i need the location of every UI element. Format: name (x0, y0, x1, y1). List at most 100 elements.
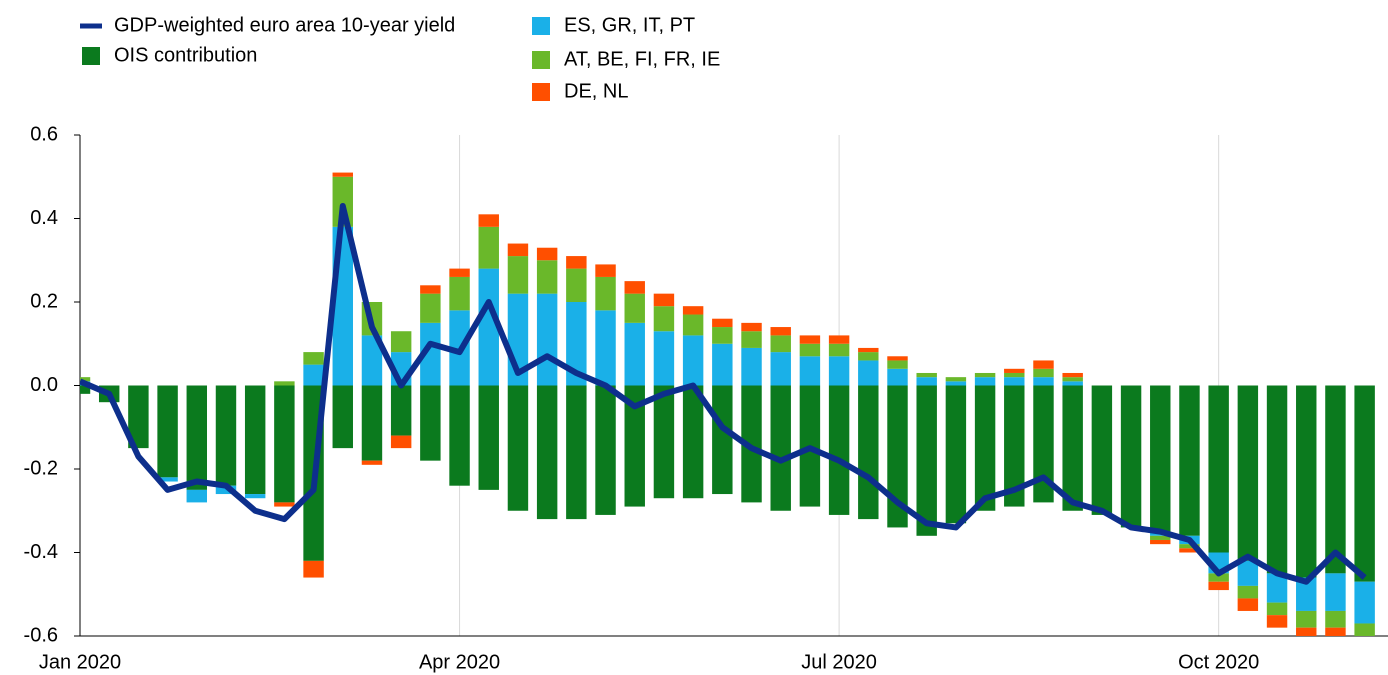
bar (215, 485, 237, 495)
bar (1325, 573, 1346, 611)
bar (80, 385, 91, 394)
x-tick-label: Oct 2020 (1178, 651, 1259, 673)
bar (1062, 377, 1083, 382)
bar (828, 356, 850, 386)
bar (303, 560, 324, 578)
bar (420, 285, 441, 294)
bar (1325, 627, 1346, 636)
bar (916, 372, 937, 378)
bar (420, 293, 441, 323)
bar (157, 477, 178, 482)
legend-label: ES, GR, IT, PT (564, 14, 695, 36)
bar (390, 331, 412, 353)
bar (974, 385, 996, 511)
bar (361, 460, 383, 465)
bar (770, 385, 791, 511)
bar (1208, 581, 1229, 591)
bar (1237, 385, 1259, 561)
bar (741, 385, 762, 503)
bar (712, 318, 733, 328)
bar (712, 327, 733, 344)
bar (799, 335, 821, 344)
bar (799, 343, 821, 357)
bar (390, 385, 412, 436)
bar (887, 360, 908, 369)
bar (741, 347, 762, 386)
bar (332, 385, 353, 449)
bar (420, 322, 441, 386)
bar (1062, 372, 1083, 378)
bar (566, 256, 587, 269)
bar (974, 377, 996, 386)
bar (1296, 577, 1317, 611)
bar (274, 502, 295, 507)
bar (507, 256, 529, 294)
bar (536, 385, 558, 520)
legend-label: AT, BE, FI, FR, IE (564, 48, 720, 70)
bar (274, 381, 295, 386)
bar (478, 268, 499, 386)
bar (507, 385, 529, 511)
bar (858, 352, 879, 361)
y-tick-label: 0.0 (30, 374, 58, 396)
bar (828, 385, 850, 515)
bar (712, 343, 733, 386)
bar (1208, 573, 1229, 582)
x-tick-label: Apr 2020 (419, 651, 500, 673)
bar (1179, 544, 1200, 549)
bar (595, 276, 616, 311)
bar (595, 310, 616, 386)
bar (566, 385, 587, 520)
bar (1150, 385, 1171, 532)
y-tick-label: -0.6 (24, 624, 58, 646)
legend-label: OIS contribution (114, 44, 257, 66)
bar (653, 331, 675, 386)
bar (770, 327, 791, 336)
line (80, 202, 1367, 585)
legend-label: DE, NL (564, 80, 628, 102)
bar (244, 385, 266, 495)
bar (536, 293, 558, 386)
bar (1296, 385, 1317, 578)
bar (1150, 539, 1171, 545)
bar (974, 372, 996, 378)
bar (157, 385, 178, 478)
y-tick-label: -0.4 (24, 541, 58, 563)
bar (1237, 560, 1259, 586)
bar (536, 260, 558, 294)
bar (332, 176, 353, 227)
bar (858, 385, 879, 520)
bar (682, 335, 704, 386)
plot (80, 172, 1375, 636)
bar (624, 385, 645, 507)
legend-swatch (82, 47, 100, 65)
bar (1266, 602, 1288, 616)
bar (858, 347, 879, 353)
x-tick-label: Jul 2020 (801, 651, 877, 673)
bar (770, 352, 791, 386)
bar (828, 343, 850, 357)
bar (449, 268, 470, 277)
bar (128, 385, 149, 449)
bar (682, 306, 704, 315)
bar (478, 226, 499, 269)
bar (653, 306, 675, 332)
bar (1004, 385, 1025, 507)
y-tick-label: 0.2 (30, 290, 58, 312)
bar (1033, 368, 1054, 378)
bar (1296, 610, 1317, 628)
bar (478, 214, 499, 227)
bar (770, 335, 791, 353)
bar (624, 281, 645, 294)
bar (858, 360, 879, 386)
bar (1179, 385, 1200, 536)
legend-swatch (532, 83, 550, 101)
bar (361, 385, 383, 461)
bar (215, 385, 237, 486)
bar (741, 322, 762, 332)
bar (1091, 385, 1113, 515)
bar (1325, 610, 1346, 628)
bar (1354, 623, 1375, 636)
